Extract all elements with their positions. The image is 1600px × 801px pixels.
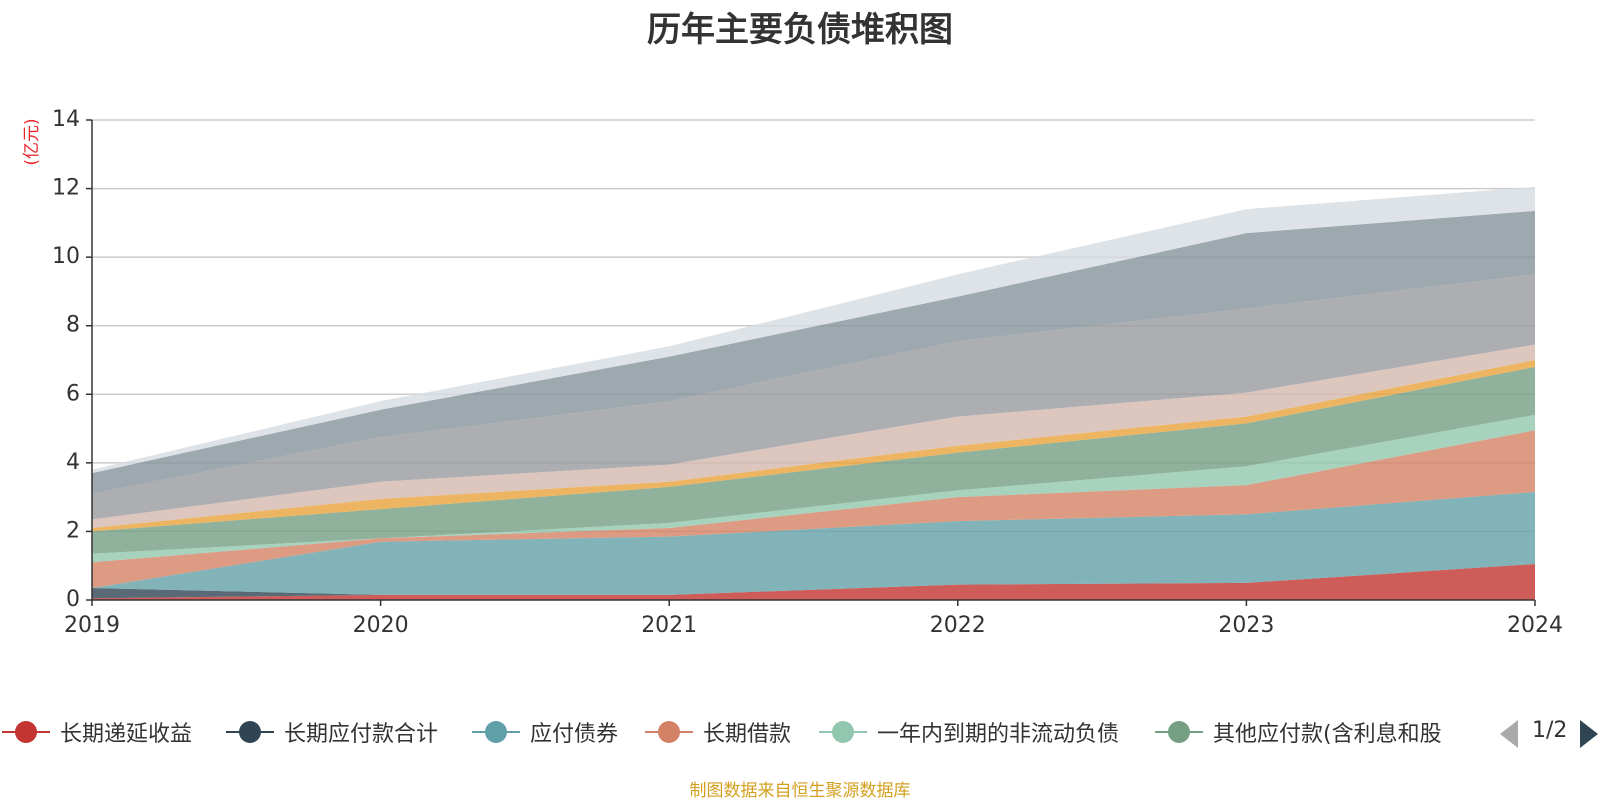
data-source-note: 制图数据来自恒生聚源数据库: [689, 781, 911, 801]
y-tick-labels: 0 2 4 6 8 10 12 14: [52, 107, 80, 612]
x-tick-label: 2019: [64, 613, 120, 638]
legend-dot-icon: [239, 721, 261, 743]
legend-item[interactable]: 应付债券: [470, 712, 618, 752]
legend-item[interactable]: 一年内到期的非流动负债: [817, 712, 1119, 752]
area-series[interactable]: [92, 186, 1535, 474]
legend-label: 长期递延收益: [60, 722, 193, 747]
legend: 长期递延收益 长期应付款合计 应付债券 长期借款 一年内到期的非流动负债 其他应…: [0, 712, 1600, 752]
area-series[interactable]: [92, 414, 1535, 563]
legend-prev-page-icon[interactable]: [1500, 720, 1518, 748]
legend-item[interactable]: 其他应付款(含利息和股: [1153, 712, 1442, 752]
stacked-area-chart: 0 2 4 6 8 10 12 14 2019 2020 2021 2022 2023 2024 (亿元…: [22, 107, 1563, 638]
legend-next-page-icon[interactable]: [1580, 720, 1598, 748]
area-series[interactable]: [92, 492, 1535, 595]
y-tick-label: 2: [66, 518, 80, 543]
legend-label: 一年内到期的非流动负债: [877, 722, 1120, 747]
y-tick-label: 0: [66, 587, 80, 612]
area-series[interactable]: [92, 564, 1535, 599]
x-tick-label: 2022: [930, 613, 986, 638]
area-series[interactable]: [92, 274, 1535, 520]
y-axis-unit-label: (亿元): [22, 118, 42, 165]
x-tick-label: 2023: [1218, 613, 1274, 638]
area-series[interactable]: [92, 366, 1535, 554]
x-tick-label: 2021: [641, 613, 697, 638]
y-tick-label: 4: [66, 450, 80, 475]
axes: [86, 119, 1536, 606]
legend-label: 长期借款: [703, 722, 792, 747]
legend-item[interactable]: 长期应付款合计: [224, 712, 438, 752]
legend-dot-icon: [485, 721, 507, 743]
x-tick-labels: 2019 2020 2021 2022 2023 2024: [64, 613, 1563, 638]
legend-item[interactable]: 长期递延收益: [0, 712, 192, 752]
y-tick-label: 10: [52, 244, 80, 269]
area-series-group: [92, 186, 1535, 600]
legend-dot-icon: [15, 721, 37, 743]
y-tick-label: 8: [66, 313, 80, 338]
y-tick-label: 14: [52, 107, 80, 132]
legend-dot-icon: [832, 721, 854, 743]
y-tick-label: 12: [52, 176, 80, 201]
legend-label: 其他应付款(含利息和股: [1213, 722, 1442, 747]
legend-page-indicator: 1/2: [1532, 718, 1568, 743]
legend-dot-icon: [1168, 721, 1190, 743]
y-tick-label: 6: [66, 381, 80, 406]
area-series[interactable]: [92, 564, 1535, 600]
x-tick-label: 2020: [353, 613, 409, 638]
legend-label: 长期应付款合计: [284, 722, 439, 747]
legend-pager: 1/2: [1500, 716, 1600, 752]
area-series[interactable]: [92, 344, 1535, 528]
legend-dot-icon: [658, 721, 680, 743]
area-series[interactable]: [92, 360, 1535, 532]
legend-label: 应付债券: [530, 722, 619, 747]
area-series[interactable]: [92, 430, 1535, 588]
chart-title: 历年主要负债堆积图: [647, 10, 953, 50]
area-series[interactable]: [92, 210, 1535, 494]
legend-item[interactable]: 长期借款: [643, 712, 791, 752]
x-tick-label: 2024: [1507, 613, 1563, 638]
